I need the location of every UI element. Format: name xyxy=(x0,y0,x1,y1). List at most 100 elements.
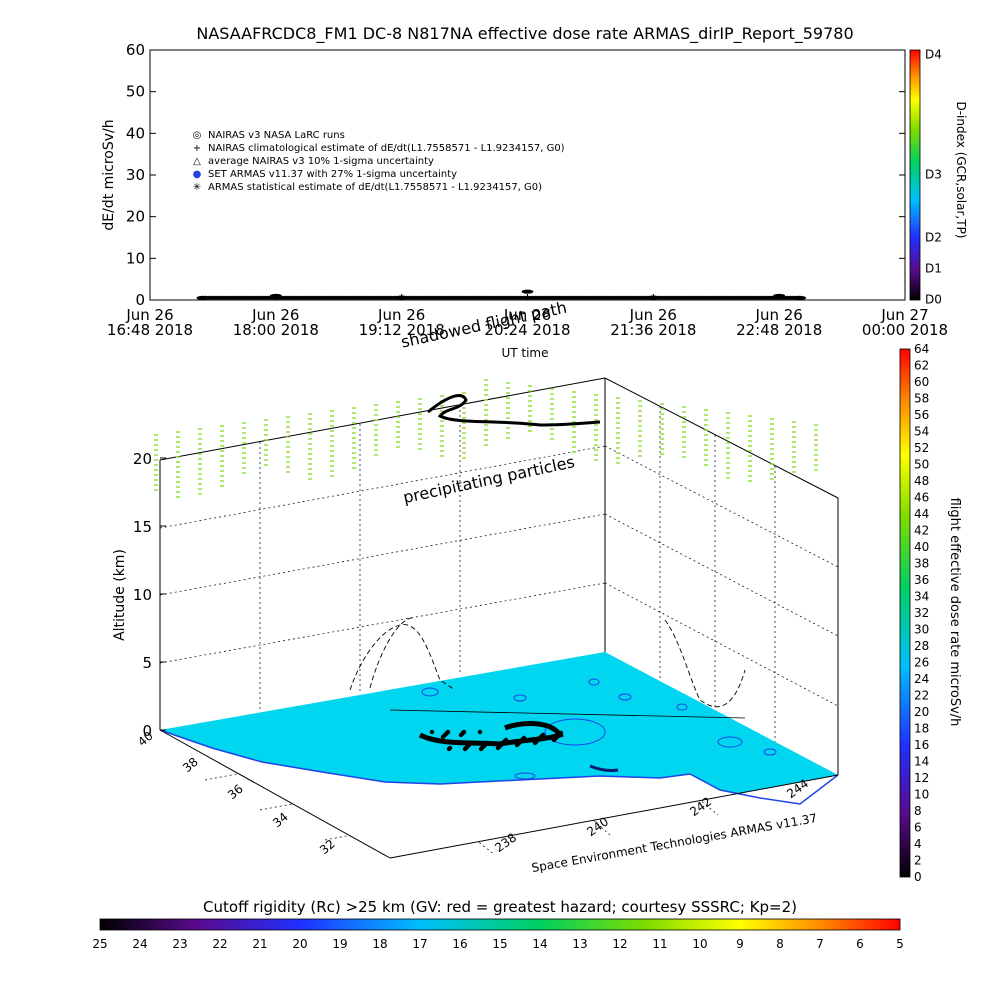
altitude-tick-label: 10 xyxy=(133,586,152,604)
dose-rate-tick-label: 42 xyxy=(914,524,929,538)
cutoff-rigidity-tick-label: 24 xyxy=(132,937,147,951)
dose-rate-tick-label: 20 xyxy=(914,705,929,719)
series-point xyxy=(761,295,766,300)
legend-item: △ average NAIRAS v3 10% 1-sigma uncertai… xyxy=(193,156,434,167)
top-y-tick-label: 40 xyxy=(126,124,145,142)
dose-rate-tick-label: 62 xyxy=(914,359,929,373)
cutoff-rigidity-tick-label: 18 xyxy=(372,937,387,951)
cutoff-rigidity-tick-label: 23 xyxy=(172,937,187,951)
series-point xyxy=(668,295,673,300)
series-point xyxy=(533,295,538,300)
page-title: NASAAFRCDC8_FM1 DC-8 N817NA effective do… xyxy=(196,24,853,44)
shadowed-flight-path-curves xyxy=(349,617,746,708)
dose-rate-tick-label: 30 xyxy=(914,623,929,637)
annotation-precipitating: precipitating particles xyxy=(401,452,576,507)
series-point xyxy=(659,295,664,300)
series-point xyxy=(680,295,685,300)
flight-point xyxy=(477,729,483,735)
cutoff-contours xyxy=(421,678,777,780)
series-bump xyxy=(395,295,408,300)
dose-rate-tick-label: 58 xyxy=(914,392,929,406)
series-point xyxy=(512,295,517,300)
cutoff-rigidity-tick-label: 20 xyxy=(292,937,307,951)
cutoff-rigidity-tick-label: 10 xyxy=(692,937,707,951)
series-point xyxy=(578,295,583,300)
ground-flight-track xyxy=(418,721,564,747)
cutoff-rigidity-gradient xyxy=(99,918,901,931)
legend-symbol: ◎ xyxy=(193,130,202,141)
series-point xyxy=(764,295,769,300)
series-point xyxy=(617,295,622,300)
dose-rate-tick-label: 52 xyxy=(914,441,929,455)
series-point xyxy=(620,295,625,300)
series-point xyxy=(698,295,703,300)
series-point xyxy=(719,295,724,300)
legend-text: NAIRAS climatological estimate of dE/dt(… xyxy=(208,143,565,154)
dindex-tick: D0 xyxy=(925,293,942,307)
top-y-tick-label: 20 xyxy=(126,208,145,226)
flight-point xyxy=(462,746,468,752)
cutoff-rigidity-tick-label: 17 xyxy=(412,937,427,951)
series-point xyxy=(626,295,631,300)
altitude-axis: 0 5 10 15 20 xyxy=(133,450,166,740)
flight-track-line xyxy=(389,709,746,719)
series-point xyxy=(710,295,715,300)
elevated-flight-track xyxy=(427,394,601,427)
cutoff-rigidity-label: Cutoff rigidity (Rc) >25 km (GV: red = g… xyxy=(203,898,797,916)
series-point xyxy=(638,295,643,300)
series-bump xyxy=(196,295,209,300)
latitude-tick-label: 34 xyxy=(270,810,291,831)
top-x-tick-label: Jun 27 xyxy=(880,306,928,324)
series-point xyxy=(545,295,550,300)
altitude-label: Altitude (km) xyxy=(112,549,128,641)
series-point xyxy=(602,295,607,300)
cutoff-rigidity-tick-label: 21 xyxy=(252,937,267,951)
dose-rate-tick-label: 56 xyxy=(914,408,929,422)
series-point xyxy=(713,295,718,300)
dose-rate-tick-label: 16 xyxy=(914,738,929,752)
dose-rate-tick-label: 38 xyxy=(914,557,929,571)
legend-item: ● SET ARMAS v11.37 with 27% 1-sigma unce… xyxy=(193,169,458,180)
top-x-tick-label: Jun 26 xyxy=(251,306,299,324)
top-x-tick-label: Jun 26 xyxy=(755,306,803,324)
flight-point xyxy=(495,745,501,751)
3d-near-edges xyxy=(159,729,839,859)
series-point xyxy=(530,295,535,300)
legend-symbol: + xyxy=(193,143,201,154)
top-x-tick-label: 18:00 2018 xyxy=(233,321,319,339)
dose-rate-tick-label: 18 xyxy=(914,722,929,736)
top-x-tick-label: Jun 26 xyxy=(377,306,425,324)
series-bump xyxy=(647,295,660,300)
coastline xyxy=(159,729,839,805)
series-point xyxy=(515,295,520,300)
top-x-tick-label: Jun 26 xyxy=(629,306,677,324)
series-point xyxy=(674,295,679,300)
dose-rate-tick-label: 26 xyxy=(914,656,929,670)
dose-rate-ticks: 0246810121416182022242628303234363840424… xyxy=(914,342,929,884)
series-point xyxy=(701,295,706,300)
legend-item: ◎ NAIRAS v3 NASA LaRC runs xyxy=(193,130,345,141)
series-bump xyxy=(773,293,786,298)
legend-text: NAIRAS v3 NASA LaRC runs xyxy=(208,130,345,141)
latitude-tick-label: 40 xyxy=(135,729,156,750)
series-point xyxy=(728,295,733,300)
series-point xyxy=(587,295,592,300)
series-point xyxy=(581,295,586,300)
dose-rate-tick-label: 32 xyxy=(914,606,929,620)
series-point xyxy=(632,295,637,300)
dose-rate-tick-label: 14 xyxy=(914,755,929,769)
cutoff-rigidity-colorbar: Cutoff rigidity (Rc) >25 km (GV: red = g… xyxy=(92,898,903,951)
series-point xyxy=(683,295,688,300)
dose-rate-tick-label: 54 xyxy=(914,425,929,439)
top-x-tick-label: 00:00 2018 xyxy=(862,321,948,339)
legend-item: ✳ ARMAS statistical estimate of dE/dt(L1… xyxy=(193,182,542,193)
legend-text: average NAIRAS v3 10% 1-sigma uncertaint… xyxy=(208,156,434,167)
series-point xyxy=(722,295,727,300)
series-point xyxy=(743,295,748,300)
flight-point xyxy=(478,746,484,752)
series-point xyxy=(725,295,730,300)
cutoff-rigidity-tick-label: 6 xyxy=(856,937,864,951)
series-point xyxy=(758,295,763,300)
cutoff-rigidity-tick-label: 11 xyxy=(652,937,667,951)
